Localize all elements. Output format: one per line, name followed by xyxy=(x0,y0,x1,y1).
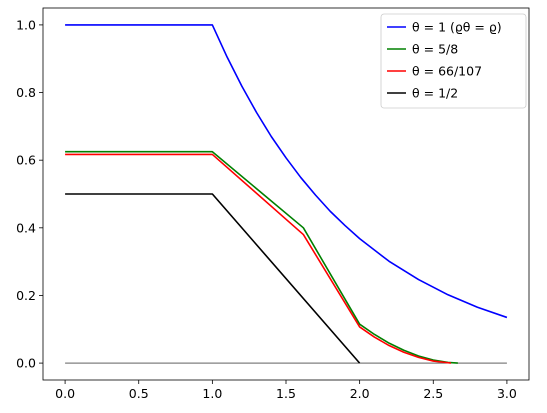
y-tick-label: 0.0 xyxy=(16,356,36,371)
x-tick-label: 2.0 xyxy=(350,386,370,401)
legend-label-3: θ = 1/2 xyxy=(412,86,458,101)
series-line-2 xyxy=(65,153,452,364)
x-tick-label: 3.0 xyxy=(497,386,517,401)
y-tick-label: 0.6 xyxy=(16,153,36,168)
y-tick-label: 0.2 xyxy=(16,288,36,303)
legend-label-2: θ = 66/107 xyxy=(412,64,482,79)
legend-box xyxy=(380,13,527,109)
legend: θ = 1 (ϱθ = ϱ) θ = 5/8 θ = 66/107 θ = 1/2 xyxy=(380,13,527,109)
y-tick-label: 0.8 xyxy=(16,85,36,100)
x-tick-label: 1.0 xyxy=(202,386,222,401)
x-tick-label: 0.5 xyxy=(129,386,149,401)
y-axis: 0.0 0.2 0.4 0.6 0.8 1.0 xyxy=(16,17,43,371)
x-tick-label: 0.0 xyxy=(55,386,75,401)
y-tick-label: 1.0 xyxy=(16,17,36,32)
series-line-0 xyxy=(65,24,508,319)
x-tick-label: 1.5 xyxy=(276,386,296,401)
y-tick-label: 0.4 xyxy=(16,220,36,235)
legend-label-1: θ = 5/8 xyxy=(412,42,458,57)
x-axis: 0.0 0.5 1.0 1.5 2.0 2.5 3.0 xyxy=(55,380,517,401)
legend-label-0: θ = 1 (ϱθ = ϱ) xyxy=(412,20,502,35)
series-line-1 xyxy=(65,150,458,364)
x-tick-label: 2.5 xyxy=(423,386,443,401)
series-line-3 xyxy=(65,193,361,364)
